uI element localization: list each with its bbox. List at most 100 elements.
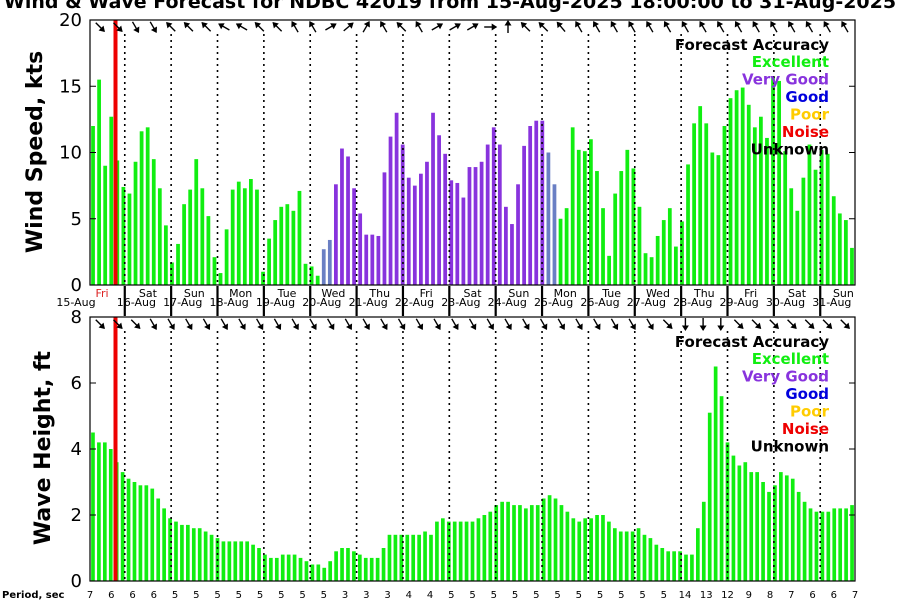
legend-item: Unknown [751,438,829,456]
period-value: 5 [469,590,475,600]
wave-bar [607,521,611,581]
direction-arrow [291,318,299,331]
wind-bar [340,148,344,285]
wind-bar [655,235,660,285]
wave-bar [435,521,439,581]
wind-bar [752,127,757,285]
direction-arrow [769,319,779,329]
arrow-head [417,323,424,331]
wave-bar [713,366,718,581]
day-label: Sat [788,287,807,300]
arrow-head [558,323,565,331]
wind-bar [164,225,168,286]
period-value: 3 [342,590,348,600]
period-value: 5 [576,590,582,600]
direction-arrow [255,318,264,331]
period-value: 9 [746,590,752,600]
direction-arrow [840,319,850,329]
wind-bar [157,188,162,285]
arrow-head [808,322,815,329]
wave-bar [541,498,546,581]
wind-bar [491,127,496,285]
wave-bar [239,541,244,581]
legend-item: Excellent [752,53,829,71]
direction-arrow [699,20,707,33]
direction-arrow [362,318,370,331]
direction-arrow [556,21,566,33]
direction-arrow [646,318,654,331]
direction-arrow [504,318,512,331]
direction-arrow [220,318,228,331]
wave-bar [850,505,854,581]
wave-bar [802,501,807,581]
direction-arrow [557,318,565,331]
wave-bar [553,498,558,581]
direction-arrow [788,20,796,33]
wave-bar [423,531,427,581]
wave-bar [784,475,789,581]
direction-arrow [628,318,636,331]
wave-bar [298,557,303,581]
date-label: 22-Aug [395,296,434,309]
legend-item: Very Good [742,368,829,386]
period-value: 5 [299,590,305,600]
wave-bar [452,521,457,581]
wave-bar [357,554,362,581]
arrow-head [310,323,317,331]
day-label: Sat [463,287,482,300]
wind-bar [516,184,520,285]
wave-bar [832,508,837,581]
period-value: 5 [512,590,518,600]
wind-bar [667,208,672,285]
arrow-head [646,20,653,28]
y-tick-label: 5 [71,209,82,230]
wave-bar [559,505,564,581]
wind-bar [777,80,781,285]
arrow-head [363,323,370,331]
period-value: 14 [679,590,692,600]
wave-bar [369,557,374,581]
arrow-head [98,322,105,329]
day-label: Wed [321,287,345,300]
wave-bar [589,518,593,581]
period-value: 6 [151,590,157,600]
wind-bar [394,112,399,285]
direction-arrow [486,318,494,331]
wave-bar [488,511,493,581]
wind-bar [303,263,308,285]
wave-bar [310,564,315,581]
date-label: 28-Aug [673,296,712,309]
wind-bar [601,208,605,285]
y-tick-label: 8 [71,307,82,328]
wind-bar [273,220,278,285]
wind-bar [133,161,138,285]
wave-bar [601,515,605,581]
wave-bar [826,511,831,581]
y-tick-label: 4 [71,439,82,460]
direction-arrow [717,20,725,33]
period-value: 5 [448,590,454,600]
wave-bar [583,518,588,581]
arrow-head [347,22,354,29]
direction-arrow [397,318,406,331]
wind-bar [801,177,806,285]
arrow-head [168,323,175,331]
wave-bar [144,485,149,581]
wind-bar [576,149,581,285]
direction-arrow [362,20,370,33]
direction-arrow [610,20,619,33]
direction-arrow [149,21,157,34]
direction-arrow [167,318,175,331]
y-tick-label: 20 [59,10,82,31]
direction-arrow [396,22,407,32]
direction-arrow [770,20,778,33]
wind-bar [558,218,563,285]
arrow-head [436,23,444,30]
wave-bar [571,518,576,581]
wind-bar [309,266,314,285]
day-label: Thu [693,287,715,300]
wind-plot-frame [89,19,856,286]
direction-arrow [380,318,388,331]
period-value: 5 [618,590,624,600]
